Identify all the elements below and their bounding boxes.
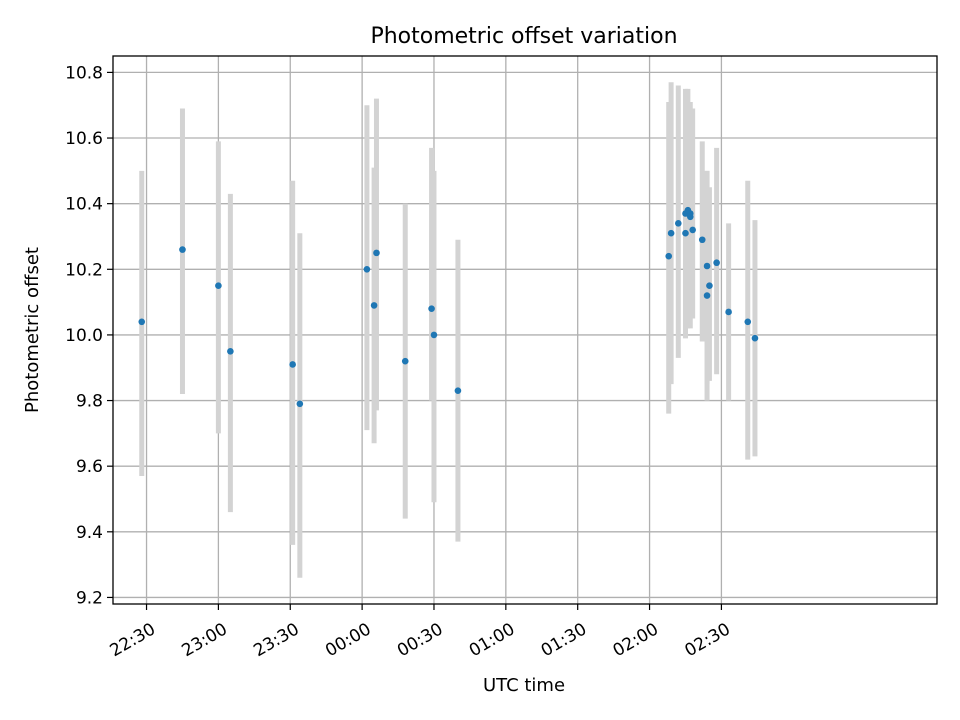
y-tick-label: 9.6 bbox=[76, 457, 103, 477]
data-point bbox=[454, 387, 462, 395]
y-tick-label: 10.8 bbox=[65, 63, 103, 83]
y-axis: 9.2 9.4 9.6 9.8 10.0 10.2 10.4 10.6 10.8 bbox=[65, 63, 113, 608]
data-point bbox=[751, 334, 759, 342]
data-point bbox=[713, 259, 720, 267]
data-point bbox=[227, 348, 234, 355]
data-point bbox=[296, 400, 304, 408]
data-point bbox=[703, 292, 711, 299]
data-point bbox=[138, 318, 146, 326]
data-point bbox=[370, 302, 378, 309]
data-point bbox=[675, 220, 682, 227]
data-point bbox=[706, 282, 713, 290]
y-axis-label: Photometric offset bbox=[22, 247, 43, 413]
y-tick-label: 10.4 bbox=[65, 195, 103, 215]
data-point bbox=[215, 282, 222, 290]
data-points bbox=[138, 206, 759, 408]
data-point bbox=[667, 229, 675, 237]
data-point bbox=[401, 357, 409, 365]
y-tick-label: 10.0 bbox=[65, 326, 103, 346]
data-point bbox=[744, 318, 752, 326]
data-point bbox=[179, 246, 186, 253]
x-axis-label: UTC time bbox=[483, 675, 565, 696]
data-point bbox=[725, 308, 732, 316]
y-tick-label: 10.6 bbox=[65, 129, 103, 149]
plot-frame bbox=[112, 55, 938, 605]
data-point bbox=[363, 265, 371, 273]
data-point bbox=[665, 252, 673, 260]
y-tick-label: 9.2 bbox=[76, 588, 103, 608]
data-point bbox=[686, 210, 694, 217]
data-point bbox=[682, 229, 689, 237]
grid bbox=[113, 56, 937, 604]
y-tick-label: 9.8 bbox=[76, 392, 103, 412]
data-point bbox=[689, 226, 696, 234]
data-point bbox=[373, 249, 380, 257]
chart-title: Photometric offset variation bbox=[370, 24, 677, 49]
data-point bbox=[430, 331, 438, 339]
y-tick-label: 9.4 bbox=[76, 523, 103, 543]
data-point bbox=[698, 236, 706, 244]
data-point bbox=[289, 361, 296, 368]
y-tick-label: 10.2 bbox=[65, 260, 103, 280]
data-point bbox=[428, 305, 435, 312]
data-point bbox=[703, 262, 711, 270]
